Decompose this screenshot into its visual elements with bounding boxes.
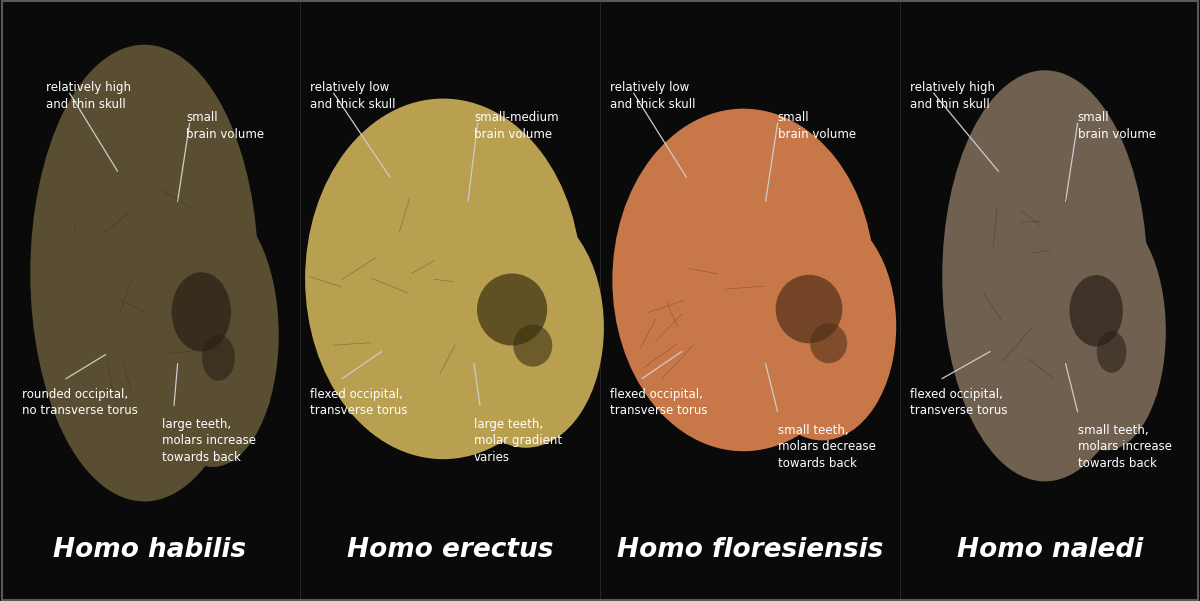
Text: relatively low
and thick skull: relatively low and thick skull — [610, 81, 695, 111]
Text: Homo erectus: Homo erectus — [347, 537, 553, 563]
Text: small-medium
brain volume: small-medium brain volume — [474, 111, 559, 141]
Ellipse shape — [172, 272, 230, 352]
Text: small
brain volume: small brain volume — [778, 111, 856, 141]
Ellipse shape — [485, 346, 594, 406]
Ellipse shape — [478, 273, 547, 346]
Ellipse shape — [1075, 357, 1158, 416]
Text: rounded occipital,
no transverse torus: rounded occipital, no transverse torus — [22, 388, 138, 417]
Ellipse shape — [1069, 275, 1123, 346]
Text: large teeth,
molars increase
towards back: large teeth, molars increase towards bac… — [162, 418, 256, 464]
Text: relatively low
and thick skull: relatively low and thick skull — [310, 81, 395, 111]
Ellipse shape — [202, 334, 235, 381]
Text: small teeth,
molars increase
towards back: small teeth, molars increase towards bac… — [1078, 424, 1171, 470]
Ellipse shape — [1048, 212, 1166, 450]
Ellipse shape — [178, 364, 270, 430]
Ellipse shape — [942, 70, 1147, 481]
Ellipse shape — [514, 325, 552, 367]
Text: flexed occipital,
transverse torus: flexed occipital, transverse torus — [310, 388, 407, 417]
Text: Homo naledi: Homo naledi — [956, 537, 1144, 563]
Ellipse shape — [612, 109, 875, 451]
Ellipse shape — [146, 203, 278, 467]
Text: large teeth,
molar gradient
varies: large teeth, molar gradient varies — [474, 418, 562, 464]
Ellipse shape — [748, 212, 896, 441]
Ellipse shape — [784, 344, 887, 401]
Text: relatively high
and thin skull: relatively high and thin skull — [46, 81, 131, 111]
Ellipse shape — [1097, 331, 1127, 373]
Text: small teeth,
molars decrease
towards back: small teeth, molars decrease towards bac… — [778, 424, 876, 470]
Ellipse shape — [30, 44, 258, 501]
Text: small
brain volume: small brain volume — [186, 111, 264, 141]
Ellipse shape — [305, 99, 581, 459]
Ellipse shape — [810, 323, 847, 363]
Text: flexed occipital,
transverse torus: flexed occipital, transverse torus — [910, 388, 1007, 417]
Text: Homo floresiensis: Homo floresiensis — [617, 537, 883, 563]
Text: small
brain volume: small brain volume — [1078, 111, 1156, 141]
Text: relatively high
and thin skull: relatively high and thin skull — [910, 81, 995, 111]
Text: flexed occipital,
transverse torus: flexed occipital, transverse torus — [610, 388, 707, 417]
Ellipse shape — [775, 275, 842, 343]
Text: Homo habilis: Homo habilis — [54, 537, 246, 563]
Ellipse shape — [448, 207, 604, 448]
